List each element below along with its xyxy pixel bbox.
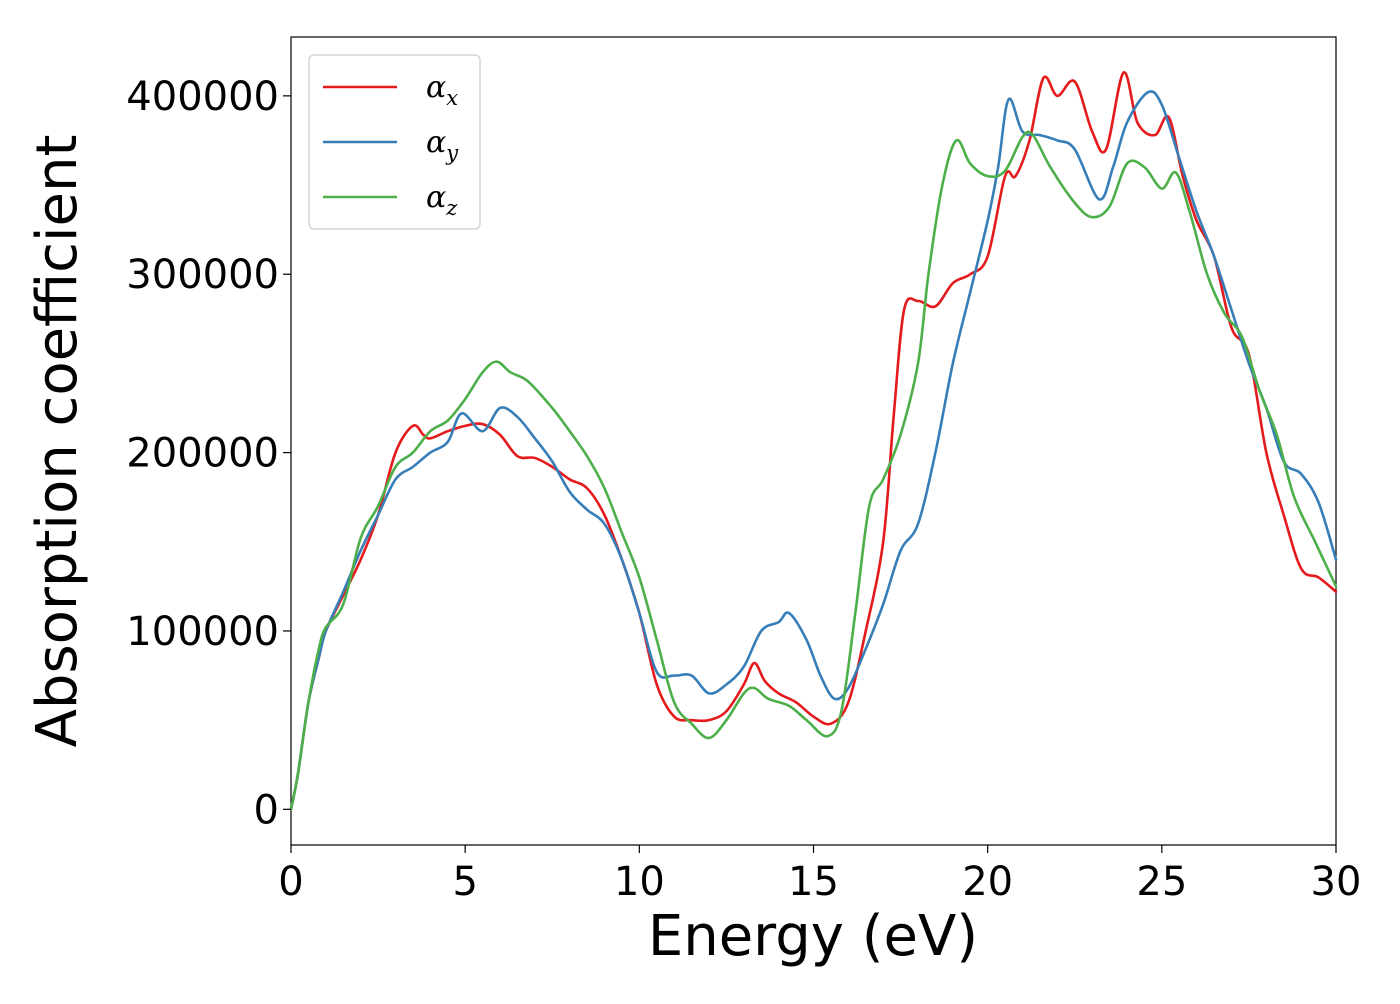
x-tick-label: 0 — [278, 859, 303, 905]
legend-label-alpha-y: αy — [426, 125, 459, 165]
x-tick-label: 30 — [1311, 859, 1362, 905]
x-tick-label: 10 — [614, 859, 665, 905]
y-tick-label: 300000 — [126, 252, 279, 298]
y-tick-label: 0 — [254, 787, 279, 833]
x-axis-ticks: 0 5 10 15 20 25 30 — [278, 845, 1361, 905]
x-axis-title: Energy (eV) — [648, 904, 978, 969]
y-tick-label: 200000 — [126, 431, 279, 477]
series-line-alpha-x — [289, 71, 1338, 811]
legend-subscript: z — [445, 196, 458, 220]
x-tick-label: 5 — [452, 859, 477, 905]
series-line-alpha-z — [289, 130, 1338, 811]
y-axis-ticks: 0 100000 200000 300000 400000 — [126, 74, 291, 833]
x-tick-label: 25 — [1136, 859, 1187, 905]
legend-subscript: x — [446, 86, 458, 110]
legend-label-alpha-x: αx — [426, 70, 458, 110]
series-line-alpha-y — [289, 90, 1338, 811]
series-layer — [289, 71, 1338, 811]
y-tick-label: 400000 — [126, 74, 279, 120]
x-tick-label: 15 — [788, 859, 839, 905]
legend-subscript: y — [445, 141, 459, 165]
x-tick-label: 20 — [962, 859, 1013, 905]
y-axis-title: Absorption coefficient — [25, 135, 90, 748]
y-tick-label: 100000 — [126, 609, 279, 655]
